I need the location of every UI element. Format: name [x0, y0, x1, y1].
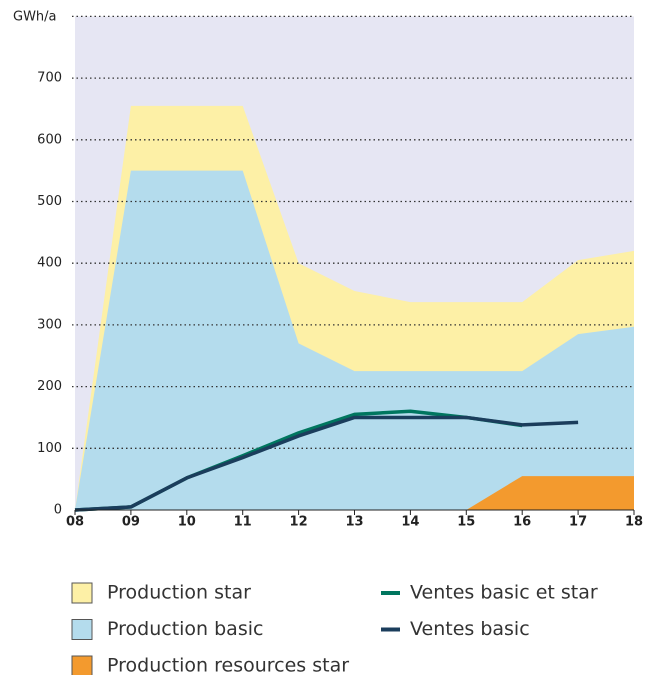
x-tick-label: 14	[401, 515, 419, 530]
legend-label: Ventes basic	[410, 618, 530, 640]
x-tick-label: 09	[122, 515, 140, 530]
line	[74, 415, 579, 512]
legend-label: Production basic	[107, 618, 263, 640]
x-tick-label: 13	[345, 515, 363, 530]
x-tick-label: 12	[290, 515, 308, 530]
area	[75, 170, 634, 510]
y-axis-label: GWh/a	[13, 10, 57, 25]
y-tick-label: 700	[37, 71, 62, 86]
legend-swatch	[71, 655, 93, 675]
legend-label: Production star	[107, 582, 251, 604]
x-tick-label: 17	[569, 515, 587, 530]
legend-label: Production resources star	[107, 655, 349, 675]
y-tick-label: 400	[37, 256, 62, 271]
y-tick-label: 600	[37, 132, 62, 147]
x-tick-label: 16	[513, 515, 531, 530]
y-tick-label: 300	[37, 317, 62, 332]
x-tick-label: 10	[178, 515, 196, 530]
y-tick-label: 0	[54, 503, 62, 518]
area	[466, 476, 634, 510]
x-tick-label: 11	[234, 515, 252, 530]
y-tick-label: 500	[37, 194, 62, 209]
y-tick-label: 100	[37, 441, 62, 456]
x-tick-label: 18	[625, 515, 643, 530]
y-tick-label: 200	[37, 379, 62, 394]
legend-swatch	[71, 582, 93, 604]
x-tick-label: 08	[66, 515, 84, 530]
legend-swatch	[71, 619, 93, 640]
legend-label: Ventes basic et star	[410, 582, 598, 604]
x-tick-label: 15	[457, 515, 475, 530]
